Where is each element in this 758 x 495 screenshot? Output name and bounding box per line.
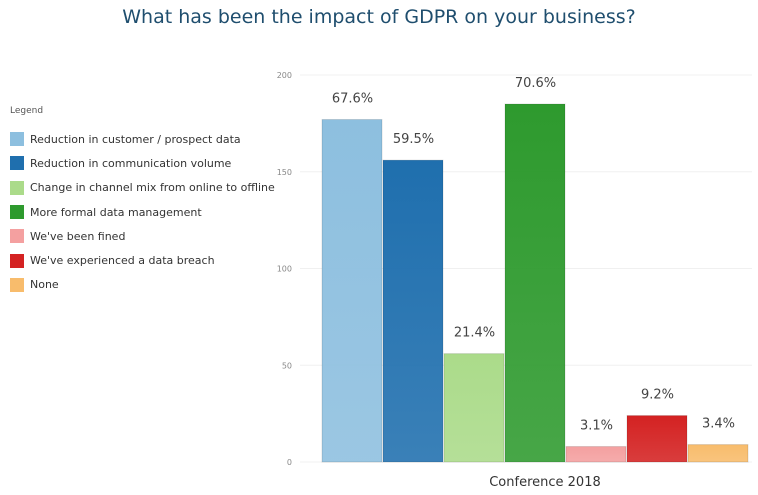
category-label: Conference 2018 bbox=[489, 475, 601, 490]
legend-swatch bbox=[10, 253, 24, 268]
legend-label: Change in channel mix from online to off… bbox=[30, 181, 275, 195]
bar bbox=[565, 446, 627, 463]
legend-item[interactable]: Reduction in communication volume bbox=[10, 151, 275, 175]
bar bbox=[687, 444, 749, 463]
chart-title: What has been the impact of GDPR on your… bbox=[122, 6, 636, 28]
data-label: 21.4% bbox=[454, 326, 495, 341]
legend-swatch bbox=[10, 205, 24, 220]
data-label: 9.2% bbox=[641, 388, 674, 403]
legend-swatch bbox=[10, 277, 24, 292]
y-tick-label: 0 bbox=[287, 458, 292, 467]
legend-swatch bbox=[10, 180, 24, 195]
legend-label: Reduction in customer / prospect data bbox=[30, 132, 241, 146]
data-label: 3.1% bbox=[580, 419, 613, 434]
legend-swatch bbox=[10, 156, 24, 171]
y-tick-label: 150 bbox=[277, 168, 292, 177]
legend: Legend Reduction in customer / prospect … bbox=[10, 106, 275, 297]
legend-item[interactable]: Reduction in customer / prospect data bbox=[10, 127, 275, 151]
legend-label: We've experienced a data breach bbox=[30, 254, 215, 268]
bar bbox=[504, 103, 566, 463]
bar bbox=[382, 159, 444, 463]
legend-label: More formal data management bbox=[30, 205, 202, 219]
legend-item[interactable]: None bbox=[10, 273, 275, 297]
y-tick-label: 50 bbox=[282, 361, 292, 370]
y-tick-label: 200 bbox=[277, 71, 292, 80]
bar bbox=[626, 415, 688, 463]
legend-label: None bbox=[30, 278, 59, 292]
legend-title: Legend bbox=[10, 106, 44, 116]
data-label: 67.6% bbox=[332, 92, 373, 107]
data-label: 70.6% bbox=[515, 76, 556, 91]
legend-item[interactable]: Change in channel mix from online to off… bbox=[10, 176, 275, 200]
data-label: 59.5% bbox=[393, 132, 434, 147]
legend-swatch bbox=[10, 132, 24, 147]
y-tick-label: 100 bbox=[277, 265, 292, 274]
legend-item[interactable]: We've experienced a data breach bbox=[10, 248, 275, 272]
legend-item[interactable]: We've been fined bbox=[10, 224, 275, 248]
bar bbox=[443, 353, 505, 463]
legend-item[interactable]: More formal data management bbox=[10, 200, 275, 224]
bar bbox=[321, 119, 383, 463]
legend-label: We've been fined bbox=[30, 229, 126, 243]
data-label: 3.4% bbox=[702, 417, 735, 432]
legend-label: Reduction in communication volume bbox=[30, 156, 232, 170]
legend-swatch bbox=[10, 229, 24, 244]
